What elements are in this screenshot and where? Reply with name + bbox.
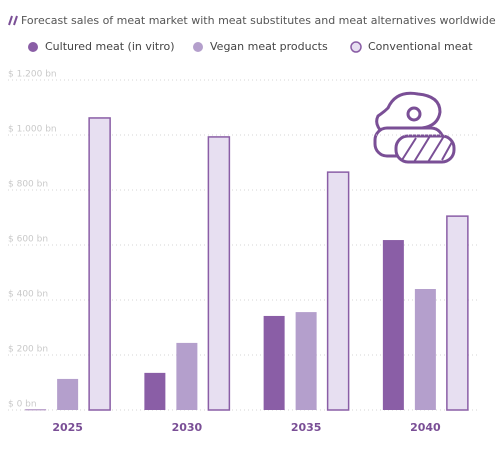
legend-label: Cultured meat (in vitro) xyxy=(45,40,175,53)
legend-label: Conventional meat xyxy=(368,40,473,53)
y-tick-label: $ 600 bn xyxy=(8,235,48,245)
y-tick-label: $ 0 bn xyxy=(8,400,37,410)
legend-marker xyxy=(193,42,203,52)
bar xyxy=(176,342,198,410)
bar xyxy=(88,117,111,411)
y-tick-label: $ 800 bn xyxy=(8,180,48,190)
bar xyxy=(57,378,79,410)
x-tick-label: 2030 xyxy=(172,421,203,434)
bar xyxy=(326,171,350,411)
y-tick-label: $ 400 bn xyxy=(8,290,48,300)
meat-icon xyxy=(373,91,456,164)
y-tick-label: $ 1.200 bn xyxy=(8,70,57,80)
x-tick-label: 2025 xyxy=(52,421,83,434)
bar xyxy=(446,215,469,411)
legend-marker xyxy=(28,42,38,52)
bar xyxy=(144,372,166,410)
bar xyxy=(263,315,285,410)
bar xyxy=(295,312,317,410)
y-tick-label: $ 1.000 bn xyxy=(8,125,57,135)
legend-marker xyxy=(350,41,362,53)
bar xyxy=(414,289,436,410)
x-tick-label: 2040 xyxy=(410,421,441,434)
chart-title: Forecast sales of meat market with meat … xyxy=(21,14,496,27)
title-mark xyxy=(8,15,18,26)
x-tick-label: 2035 xyxy=(291,421,322,434)
legend-label: Vegan meat products xyxy=(210,40,328,53)
bar xyxy=(207,136,231,411)
bar xyxy=(25,409,47,411)
bar xyxy=(382,240,404,410)
y-tick-label: $ 200 bn xyxy=(8,345,48,355)
